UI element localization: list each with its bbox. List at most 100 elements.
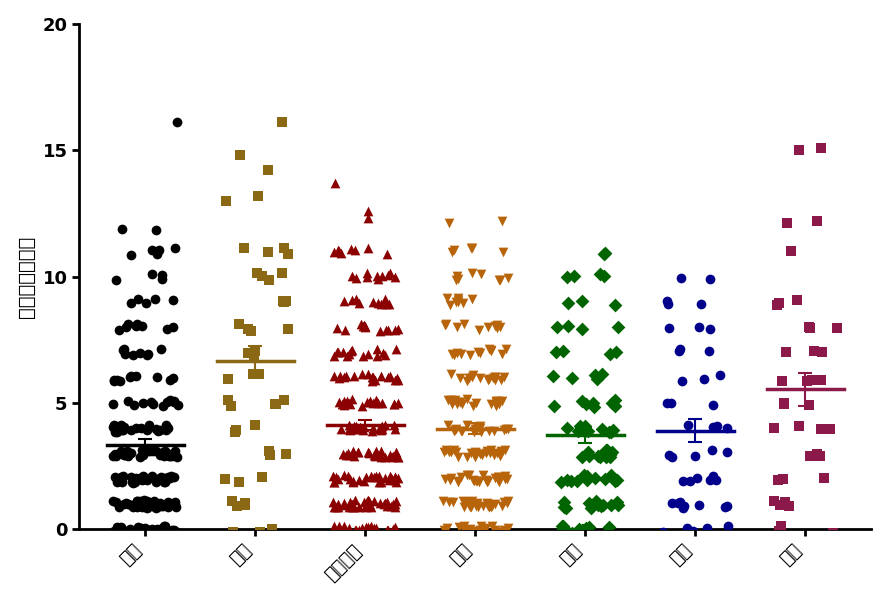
Point — [155, 270, 169, 280]
Point — [337, 500, 352, 510]
Point — [481, 374, 496, 383]
Point — [492, 399, 506, 409]
Point — [364, 373, 378, 382]
Point — [115, 478, 130, 487]
Point — [359, 522, 373, 532]
Point — [481, 344, 496, 353]
Point — [334, 424, 348, 433]
Point — [582, 523, 596, 532]
Point — [676, 503, 690, 513]
Point — [500, 474, 514, 484]
Point — [118, 349, 132, 359]
Point — [169, 502, 183, 511]
Point — [445, 349, 459, 359]
Point — [561, 321, 575, 331]
Point — [126, 478, 140, 487]
Point — [501, 424, 515, 434]
Point — [269, 400, 283, 409]
Point — [450, 349, 464, 358]
Point — [455, 400, 469, 409]
Point — [135, 525, 149, 534]
Point — [488, 525, 502, 535]
Point — [462, 471, 476, 480]
Point — [123, 371, 138, 381]
Point — [366, 297, 380, 307]
Point — [673, 344, 687, 354]
Point — [156, 473, 170, 483]
Point — [122, 397, 136, 406]
Point — [370, 272, 385, 281]
Point — [149, 524, 163, 534]
Point — [450, 271, 464, 281]
Point — [388, 475, 402, 485]
Point — [467, 426, 481, 436]
Point — [490, 448, 504, 458]
Point — [378, 350, 392, 359]
Point — [560, 475, 575, 484]
Point — [480, 499, 494, 508]
Point — [348, 245, 362, 254]
Point — [823, 424, 837, 433]
Point — [145, 501, 159, 511]
Point — [463, 502, 477, 512]
Point — [237, 243, 251, 252]
Point — [129, 473, 143, 483]
Point — [135, 322, 149, 331]
Point — [697, 374, 711, 384]
Point — [328, 178, 342, 188]
Point — [447, 245, 461, 255]
Point — [601, 522, 615, 532]
Point — [458, 498, 472, 507]
Point — [337, 401, 352, 410]
Point — [496, 372, 511, 382]
Point — [388, 344, 402, 353]
Point — [460, 395, 474, 404]
Point — [133, 497, 147, 507]
Point — [465, 370, 480, 380]
Point — [483, 448, 497, 458]
Point — [480, 499, 494, 508]
Point — [467, 476, 481, 486]
Point — [136, 450, 150, 460]
Point — [332, 371, 346, 381]
Point — [380, 497, 394, 507]
Point — [156, 401, 170, 411]
Point — [159, 420, 173, 430]
Point — [360, 501, 374, 510]
Point — [252, 527, 266, 537]
Point — [130, 496, 144, 506]
Point — [455, 472, 469, 482]
Point — [168, 497, 182, 507]
Point — [123, 298, 138, 308]
Point — [328, 502, 342, 512]
Point — [157, 452, 171, 462]
Point — [361, 243, 376, 252]
Point — [462, 526, 476, 536]
Point — [467, 427, 481, 436]
Point — [473, 424, 488, 433]
Point — [337, 296, 351, 305]
Point — [484, 445, 498, 454]
Point — [255, 272, 269, 281]
Point — [348, 525, 362, 535]
Point — [121, 499, 135, 508]
Point — [479, 448, 493, 458]
Point — [164, 471, 178, 481]
Point — [154, 344, 168, 354]
Point — [488, 372, 503, 382]
Point — [372, 477, 386, 487]
Point — [441, 447, 456, 457]
Point — [469, 398, 483, 407]
Point — [490, 320, 504, 330]
Point — [570, 476, 584, 486]
Point — [165, 499, 179, 509]
Y-axis label: 储存时间（年）: 储存时间（年） — [17, 236, 36, 318]
Point — [471, 526, 485, 536]
Point — [327, 525, 341, 535]
Point — [481, 501, 496, 511]
Point — [377, 498, 392, 507]
Point — [440, 320, 454, 329]
Point — [136, 472, 150, 481]
Point — [656, 528, 670, 537]
Point — [483, 502, 497, 512]
